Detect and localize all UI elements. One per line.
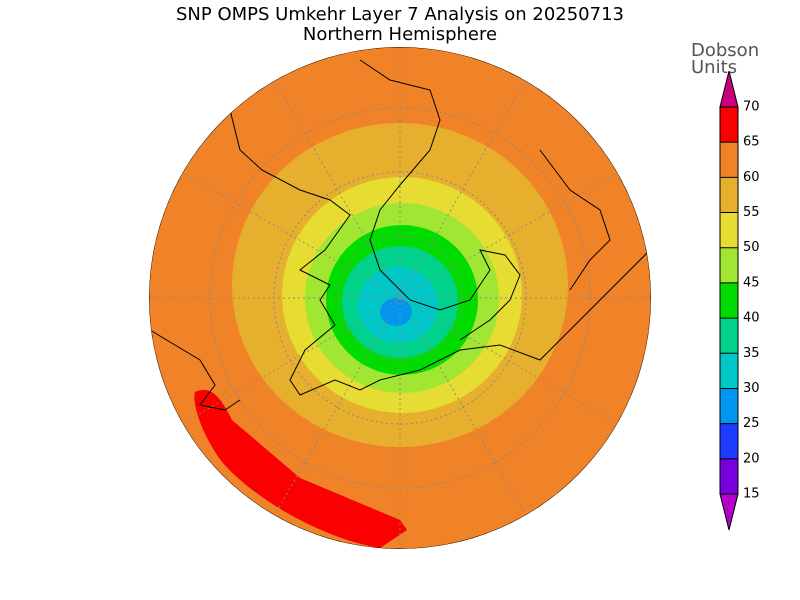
colorbar-bin xyxy=(720,353,738,389)
colorbar-bin xyxy=(720,212,738,248)
colorbar-tick-label: 25 xyxy=(743,416,760,431)
colorbar-bin xyxy=(720,458,738,494)
colorbar-bin xyxy=(720,388,738,424)
colorbar-tick-label: 70 xyxy=(743,100,760,115)
colorbar-bin xyxy=(720,423,738,459)
unit-label: Dobson xyxy=(691,40,759,61)
colorbar-tick-label: 20 xyxy=(743,451,760,466)
colorbar-bin xyxy=(720,142,738,178)
map xyxy=(149,47,651,549)
colorbar-tick-label: 65 xyxy=(743,135,760,150)
colorbar-tick-label: 50 xyxy=(743,240,760,255)
colorbar-tick-label: 35 xyxy=(743,346,760,361)
contour-fill xyxy=(194,389,407,548)
colorbar: 15 20 25 30 35 40 45 50 55 60 65 70 xyxy=(719,70,760,531)
colorbar-extend xyxy=(719,493,739,531)
map-grid xyxy=(149,47,651,549)
subtitle: Northern Hemisphere xyxy=(303,24,497,45)
colorbar-bin xyxy=(720,107,738,143)
title: SNP OMPS Umkehr Layer 7 Analysis on 2025… xyxy=(176,4,624,25)
colorbar-tick-label: 15 xyxy=(743,487,760,502)
unit-label: Units xyxy=(691,57,737,78)
colorbar-tick-label: 55 xyxy=(743,205,760,220)
meridian xyxy=(274,297,401,516)
meridian xyxy=(274,80,401,299)
colorbar-bin xyxy=(720,177,738,213)
colorbar-tick-label: 45 xyxy=(743,275,760,290)
colorbar-bin xyxy=(720,247,738,283)
colorbar-tick-label: 40 xyxy=(743,311,760,326)
colorbar-bin xyxy=(720,318,738,354)
meridian xyxy=(399,80,526,299)
colorbar-frame xyxy=(719,106,739,495)
contour-fill xyxy=(380,298,412,326)
meridian xyxy=(182,297,401,424)
colorbar-tick-label: 60 xyxy=(743,170,760,185)
colorbar-bin xyxy=(720,282,738,319)
colorbar-tick-label: 30 xyxy=(743,381,760,396)
